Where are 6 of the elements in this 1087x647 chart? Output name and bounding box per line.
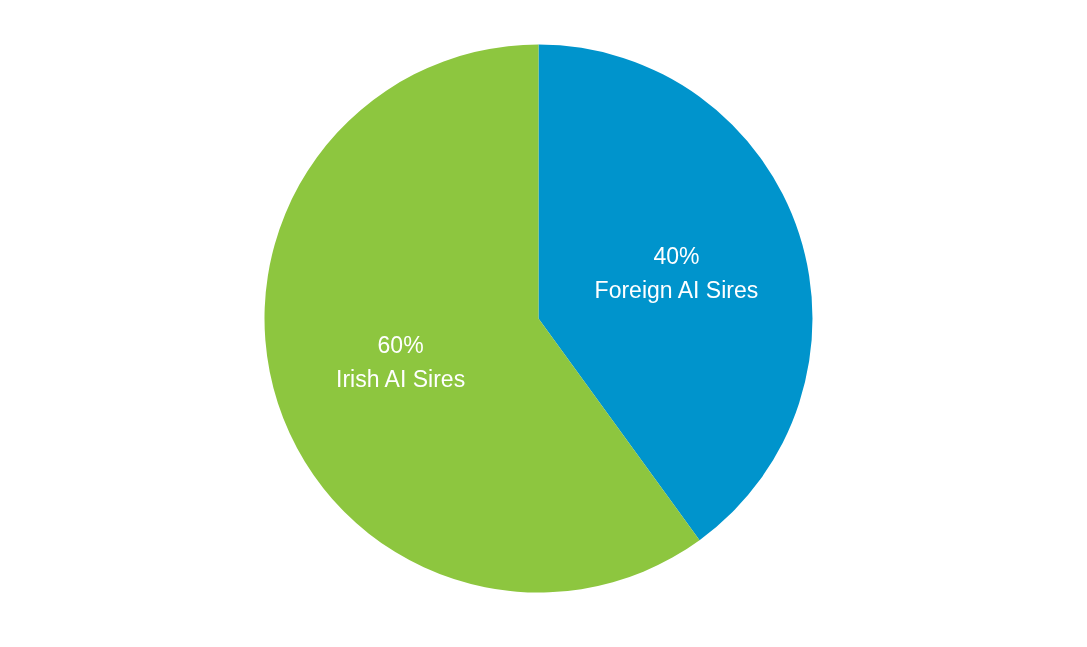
slice-label: Irish AI Sires <box>336 366 466 393</box>
slice-label: Foreign AI Sires <box>594 276 759 303</box>
pie-slice <box>264 44 700 593</box>
data-label: 60% <box>377 332 424 359</box>
data-label: 40% <box>653 242 700 269</box>
pie-slice <box>538 44 812 541</box>
